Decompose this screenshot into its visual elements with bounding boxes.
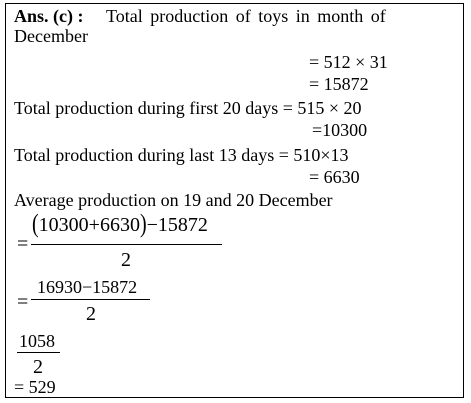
solution-box: Ans. (c) : Total production of toys in m… (5, 3, 464, 398)
december-calc: = 512 × 31 (309, 52, 388, 72)
fraction-1-bar (31, 244, 222, 245)
first-20-days-result: =10300 (312, 120, 368, 140)
average-heading: Average production on 19 and 20 December (14, 190, 333, 210)
question-statement-line2: December (14, 26, 88, 46)
final-answer: = 529 (14, 377, 56, 397)
last-13-days-result: = 6630 (309, 167, 360, 187)
fraction-3-bar (17, 352, 60, 353)
fraction-2-denominator: 2 (86, 303, 96, 325)
answer-label: Ans. (c) : (14, 6, 84, 26)
question-statement-line1: Total production of toys in month of (106, 6, 386, 26)
last-13-days-calc: Total production during last 13 days = 5… (14, 145, 349, 165)
fraction-3-denominator: 2 (33, 356, 43, 378)
december-result: = 15872 (309, 74, 369, 94)
first-20-days-calc: Total production during first 20 days = … (14, 98, 362, 118)
fraction-1-equals: = (17, 233, 29, 255)
fraction-3-numerator: 1058 (19, 331, 55, 351)
fraction-2-bar (31, 299, 150, 300)
fraction-1-numerator: (10300+6630)−15872 (32, 210, 208, 239)
fraction-1-denominator: 2 (121, 249, 131, 271)
fraction-2-numerator: 16930−15872 (37, 277, 138, 297)
fraction-2-equals: = (17, 291, 29, 313)
